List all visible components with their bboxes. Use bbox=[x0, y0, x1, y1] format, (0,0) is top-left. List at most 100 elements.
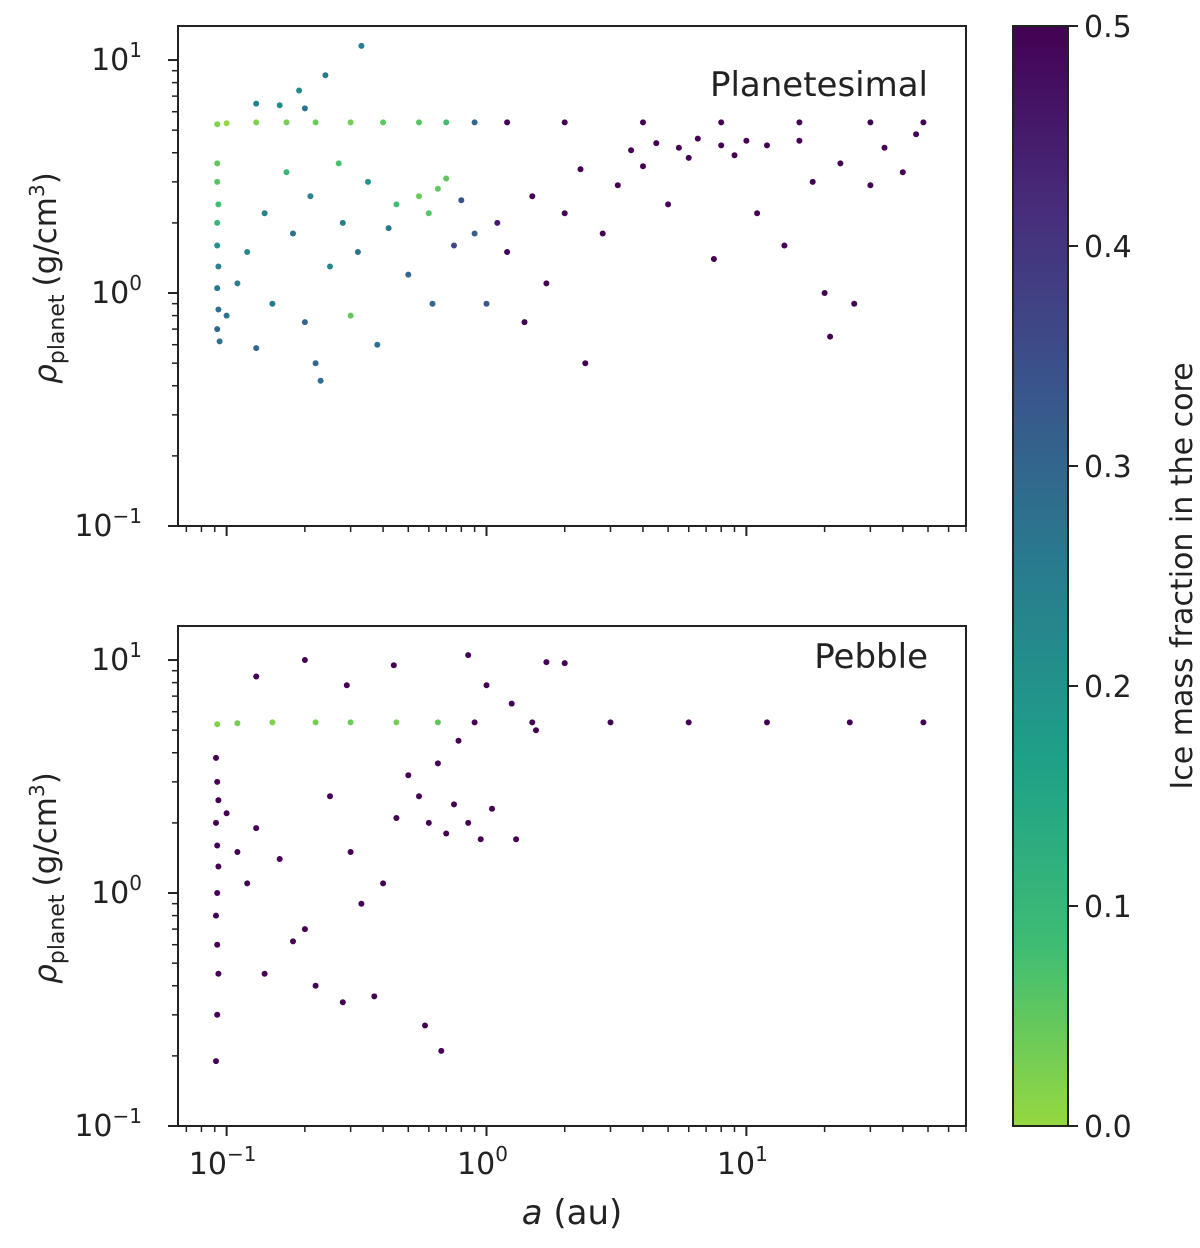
data-point bbox=[215, 970, 222, 977]
data-point bbox=[312, 719, 319, 726]
data-point bbox=[215, 263, 222, 270]
data-point bbox=[489, 805, 495, 812]
data-point bbox=[216, 338, 223, 345]
data-point bbox=[809, 178, 816, 185]
data-point bbox=[214, 842, 221, 849]
annotation-planetesimal: Planetesimal bbox=[710, 65, 928, 105]
data-point bbox=[899, 169, 906, 176]
data-point bbox=[213, 754, 219, 761]
data-point bbox=[443, 830, 450, 837]
y-tick-label: 100 bbox=[91, 871, 142, 911]
data-point bbox=[881, 144, 888, 151]
data-point bbox=[343, 682, 350, 689]
data-point bbox=[234, 849, 241, 855]
data-point bbox=[477, 836, 484, 843]
colorbar: 0.0 0.1 0.2 0.3 0.4 0.5 Ice mass fraction in … bbox=[1012, 10, 1200, 1145]
data-point bbox=[471, 119, 478, 126]
data-point bbox=[599, 230, 606, 237]
data-point bbox=[521, 319, 528, 326]
data-point bbox=[504, 119, 511, 126]
y-tick-label: 10−1 bbox=[74, 504, 142, 544]
data-point bbox=[283, 169, 290, 176]
data-point bbox=[685, 154, 692, 161]
data-point bbox=[429, 300, 436, 307]
data-point bbox=[214, 178, 221, 185]
data-point bbox=[393, 719, 400, 726]
data-point bbox=[846, 719, 853, 726]
annotation-pebble: Pebble bbox=[814, 637, 928, 677]
data-point bbox=[529, 193, 536, 200]
data-point bbox=[214, 778, 221, 785]
data-point bbox=[276, 856, 283, 862]
data-point bbox=[821, 290, 828, 296]
data-point bbox=[214, 941, 221, 948]
scatter-points-pebble bbox=[213, 652, 927, 1065]
data-point bbox=[296, 87, 303, 94]
y-tick-label: 101 bbox=[91, 38, 142, 78]
data-point bbox=[455, 737, 462, 744]
panel-pebble: 101 100 10−1 10−1 100 101 Pebble ρplanet(g/c… bbox=[25, 625, 967, 1182]
data-point bbox=[244, 880, 251, 887]
data-point bbox=[214, 721, 221, 728]
data-point bbox=[837, 160, 844, 167]
x-tick-label: 101 bbox=[717, 1142, 768, 1182]
data-point bbox=[234, 280, 241, 287]
data-point bbox=[582, 360, 589, 367]
data-point bbox=[796, 119, 803, 126]
data-point bbox=[312, 119, 319, 126]
data-point bbox=[465, 652, 472, 659]
data-point bbox=[283, 119, 290, 126]
data-point bbox=[214, 121, 221, 128]
y-ticks-bottom: 101 100 10−1 bbox=[74, 638, 178, 1144]
axes-frame-bottom bbox=[177, 625, 967, 1127]
colorbar-label: Ice mass fraction in the core bbox=[1165, 362, 1200, 789]
data-point bbox=[443, 119, 450, 126]
data-point bbox=[347, 119, 354, 126]
data-point bbox=[754, 210, 761, 217]
data-point bbox=[385, 225, 392, 232]
data-point bbox=[607, 719, 614, 726]
data-point bbox=[796, 137, 803, 144]
data-point bbox=[253, 119, 260, 126]
data-point bbox=[561, 660, 568, 667]
data-point bbox=[354, 249, 361, 255]
y-tick-label: 10−1 bbox=[74, 1104, 142, 1144]
data-point bbox=[640, 163, 646, 170]
scatter-points-planetesimal bbox=[214, 42, 927, 384]
data-point bbox=[483, 300, 490, 307]
data-point bbox=[718, 142, 725, 149]
data-point bbox=[675, 144, 682, 151]
data-point bbox=[416, 119, 422, 126]
data-point bbox=[494, 219, 501, 226]
data-point bbox=[261, 970, 268, 977]
x-tick-label: 10−1 bbox=[189, 1142, 257, 1182]
data-point bbox=[253, 673, 260, 680]
data-point bbox=[425, 210, 432, 217]
data-point bbox=[253, 345, 260, 352]
data-point bbox=[301, 319, 308, 326]
data-point bbox=[483, 682, 490, 689]
data-point bbox=[214, 160, 221, 167]
data-point bbox=[347, 312, 354, 319]
data-point bbox=[504, 249, 511, 255]
data-point bbox=[393, 201, 400, 208]
data-point bbox=[543, 280, 550, 287]
data-point bbox=[214, 326, 221, 333]
colorbar-ticks: 0.0 0.1 0.2 0.3 0.4 0.5 bbox=[1068, 10, 1132, 1145]
data-point bbox=[434, 760, 441, 767]
data-point bbox=[764, 719, 770, 726]
data-point bbox=[317, 377, 324, 384]
data-point bbox=[451, 801, 457, 808]
data-point bbox=[380, 119, 387, 126]
data-point bbox=[214, 285, 221, 292]
data-point bbox=[215, 863, 222, 870]
data-point bbox=[561, 119, 568, 126]
data-point bbox=[380, 880, 387, 887]
data-point bbox=[214, 1011, 221, 1018]
data-point bbox=[434, 185, 441, 192]
data-point bbox=[261, 210, 268, 217]
data-point bbox=[335, 160, 342, 167]
data-point bbox=[718, 119, 725, 126]
